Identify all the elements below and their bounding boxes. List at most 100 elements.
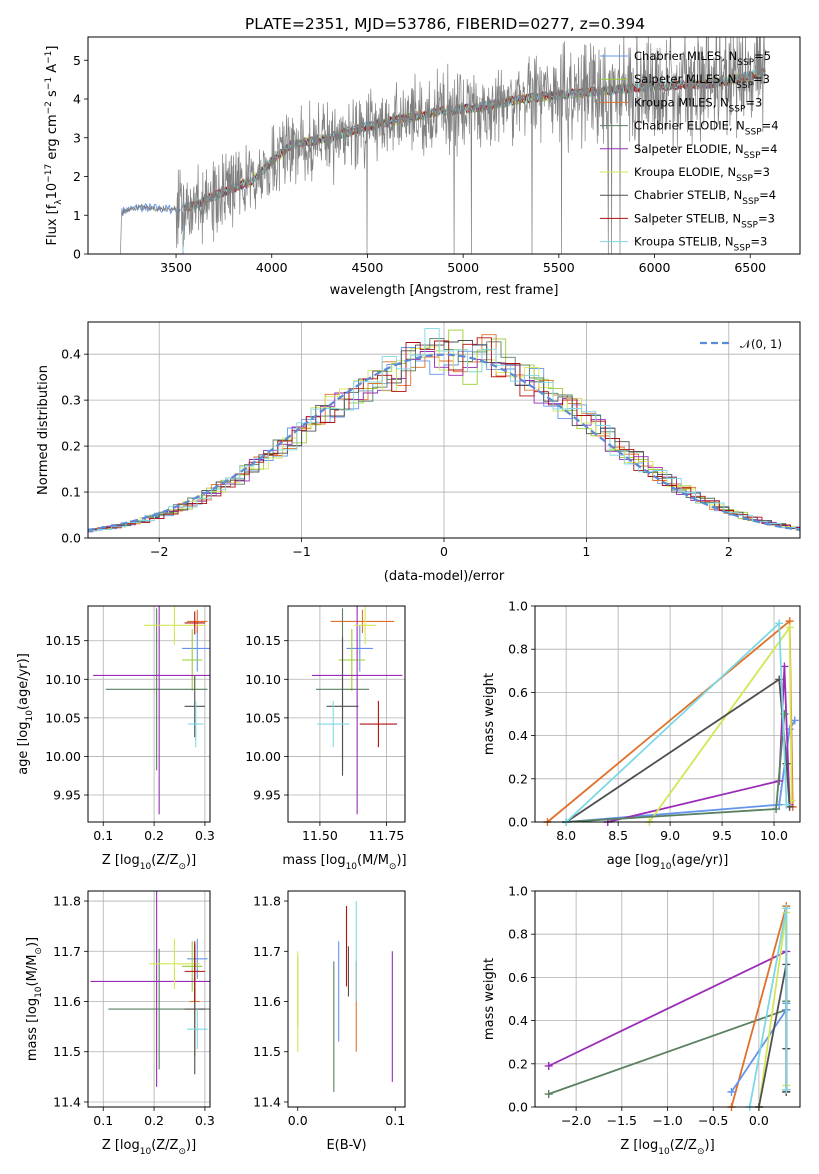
y-tick-label: 0.4 [508,728,528,743]
y-tick-label: 4 [73,92,81,107]
residual-histogram [88,337,800,531]
x-tick-label: 11.50 [302,828,338,843]
weight-marker [782,759,791,768]
errorbar-point [187,1009,208,1050]
y-tick-label: 1.0 [508,884,528,899]
y-tick-label: 0.0 [508,1100,528,1115]
y-tick-label: 0.6 [508,685,528,700]
y-tick-label: 0.4 [61,347,81,362]
residuals-panel: −2 −1 0 1 2 0.0 0.1 0.2 0.3 0.4 𝒩(0, 1) (data-model… [36,321,801,584]
weight-marker [772,805,781,814]
y-tick-label: 11.5 [253,1044,281,1059]
legend-entry: Salpeter MILES, NSSP=3 [634,72,770,91]
x-tick-label: −2 [150,544,168,559]
errorbar-point [184,675,205,738]
y-tick-label: 1 [73,208,81,223]
legend-entry: Chabrier MILES, NSSP=5 [634,49,771,68]
y-tick-label: 11.4 [53,1094,81,1109]
errorbar-point [90,891,210,1087]
x-axis-label: Z [log10(Z/Z⊙)] [102,853,196,872]
y-tick-label: 10.15 [45,633,81,648]
axes-frame [534,605,801,823]
x-tick-label: 5000 [447,260,479,275]
x-axis-label: Z [log10(Z/Z⊙)] [102,1138,196,1157]
x-tick-label: −1.5 [607,1113,637,1128]
errorbar-point [149,938,200,989]
axes-frame [87,890,211,1108]
y-tick-label: 10.00 [245,749,281,764]
x-tick-label: 0.1 [385,1113,405,1128]
y-axis-label: mass weight [482,958,497,1040]
residual-histogram [88,328,800,532]
y-axis-label: mass weight [482,673,497,755]
weight-series-line [758,912,788,1108]
weight-series-line [565,677,791,823]
x-tick-label: 5500 [543,260,575,275]
weight-marker [727,1087,736,1096]
x-tick-label: −1 [292,544,310,559]
y-tick-label: 0.8 [508,642,528,657]
y-tick-label: 11.6 [253,994,281,1009]
y-tick-label: 0.2 [61,439,81,454]
residual-histogram [88,351,800,533]
weight-series-line [607,666,791,823]
x-tick-label: 3500 [160,260,192,275]
legend-entry: 𝒩(0, 1) [740,337,782,351]
x-tick-label: 1 [582,544,590,559]
y-tick-label: 10.00 [45,749,81,764]
x-tick-label: 4500 [352,260,384,275]
age-vs-mass-panel: 11.50 11.75 9.95 10.00 10.05 10.10 10.15 mass [… [245,605,407,872]
mass-weight-vs-Z-panel: −2.0 −1.5 −1.0 −0.5 0.0 0.0 0.2 0.4 0.6 0.8 1.0 Z [… [482,884,801,1157]
x-tick-label: 4000 [256,260,288,275]
observed-spectrum-line [120,37,766,254]
weight-marker [780,710,789,718]
x-axis-label: E(B-V) [326,1138,366,1153]
errorbar-point [93,606,210,815]
weight-marker [782,800,791,809]
errorbar-point [311,606,403,815]
axes-frame [534,890,801,1108]
errorbar-point [317,700,350,748]
errorbar-point [143,606,205,645]
x-tick-label: 2 [725,544,733,559]
errorbar-point [105,608,208,771]
y-tick-label: 0.2 [508,771,528,786]
weight-series-line [565,621,788,823]
x-tick-label: 0 [440,544,448,559]
x-tick-label: 9.0 [660,828,680,843]
weight-series-line [748,908,788,1108]
y-tick-label: 10.10 [245,672,281,687]
y-tick-label: 9.95 [253,788,281,803]
x-axis-label: Z [log10(Z/Z⊙)] [620,1138,714,1157]
y-tick-label: 0.3 [61,393,81,408]
x-tick-label: 0.2 [144,1113,164,1128]
y-tick-label: 10.10 [45,672,81,687]
errorbar-point [182,625,210,672]
legend-entry: Chabrier STELIB, NSSP=4 [634,188,776,207]
errorbar-point [354,606,376,645]
y-tick-label: 0.1 [61,485,81,500]
y-tick-label: 10.05 [45,710,81,725]
y-tick-label: 0.0 [508,815,528,830]
normal-curve [88,353,800,531]
errorbar-point [330,609,395,633]
errorbar-point [184,611,205,635]
x-tick-label: 6000 [639,260,671,275]
x-tick-label: −0.5 [698,1113,728,1128]
mass-vs-EBV-panel: 0.0 0.1 11.4 11.5 11.6 11.7 11.8 E(B-V) [253,890,406,1153]
x-tick-label: −2.0 [561,1113,591,1128]
y-axis-label: Normed distribution [36,365,51,495]
legend-entry: Kroupa ELODIE, NSSP=3 [634,165,770,184]
axes-frame [287,605,406,823]
x-tick-label: 0.2 [144,828,164,843]
x-tick-label: 0.0 [288,1113,308,1128]
weight-marker [544,1090,553,1099]
y-axis-label: age [log10(age/yr)] [16,653,35,775]
axes-frame [87,605,211,823]
x-tick-label: −1.0 [652,1113,682,1128]
weight-marker [782,904,791,913]
weight-marker [775,619,784,628]
y-axis-label: mass [log10(M/M⊙)] [25,937,44,1061]
axes-frame [87,36,801,255]
